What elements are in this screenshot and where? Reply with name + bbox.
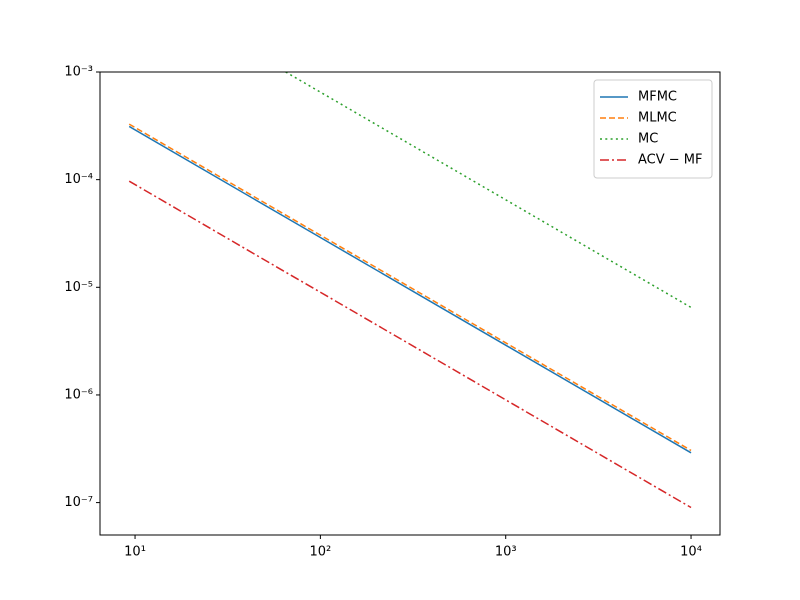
y-tick-label: 10⁻⁵ [64,280,93,295]
x-tick-label: 10³ [495,545,517,560]
legend-label: MFMC [638,90,677,105]
y-tick-label: 10⁻⁴ [64,172,93,187]
axes-frame [99,71,721,536]
y-tick-label: 10⁻⁶ [64,387,93,402]
x-tick-label: 10⁴ [680,545,702,560]
legend-box [593,79,713,179]
data-line [128,125,692,454]
plot-area [128,72,692,509]
y-tick-label: 10⁻³ [64,65,93,80]
legend-label: MLMC [638,111,677,126]
legend-label: MC [638,132,658,147]
x-tick-label: 10¹ [124,545,146,560]
data-line [128,123,692,452]
legend-label: ACV − MF [638,153,703,168]
y-tick-label: 10⁻⁷ [64,495,93,510]
x-tick-label: 10² [309,545,331,560]
data-line [128,180,692,509]
data-line [285,72,692,309]
